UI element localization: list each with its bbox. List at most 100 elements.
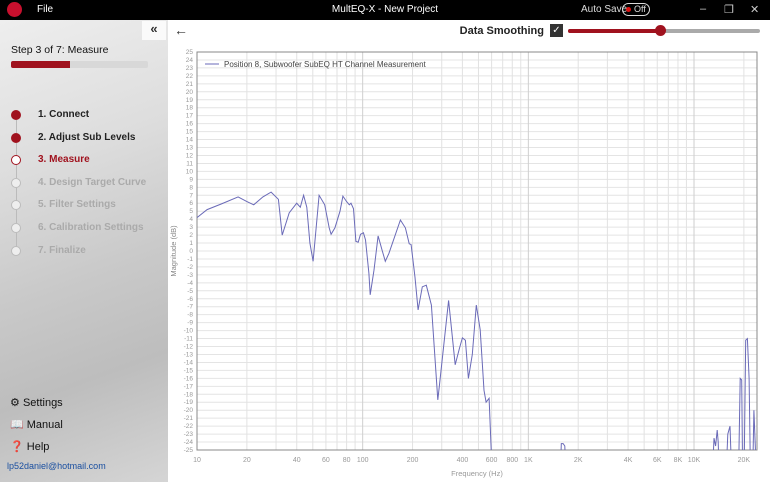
step-item[interactable]: 4. Design Target Curve: [0, 173, 168, 195]
gear-icon: ⚙: [10, 397, 20, 409]
y-tick-label: -20: [184, 407, 194, 414]
x-tick-label: 60: [322, 457, 330, 464]
help-link[interactable]: ❓ Help: [10, 440, 49, 453]
close-button[interactable]: ✕: [750, 4, 760, 16]
data-smoothing-checkbox[interactable]: ✓: [550, 24, 563, 37]
y-tick-label: -13: [184, 351, 194, 358]
y-tick-label: 21: [186, 81, 194, 88]
help-label: Help: [26, 441, 50, 453]
x-tick-label: 10K: [688, 457, 701, 464]
x-tick-label: 20: [243, 457, 251, 464]
auto-save-label: Auto Save: [581, 4, 628, 15]
minimize-button[interactable]: –: [700, 3, 707, 15]
x-tick-label: 2K: [574, 457, 583, 464]
y-tick-label: -15: [184, 367, 194, 374]
y-tick-label: -22: [184, 423, 194, 430]
slider-fill: [568, 29, 661, 33]
plot-frame: [196, 51, 758, 451]
y-tick-label: -3: [187, 272, 193, 279]
slider-knob[interactable]: [655, 25, 667, 36]
x-tick-label: 10: [193, 457, 201, 464]
step-item[interactable]: 3. Measure: [0, 150, 168, 172]
y-tick-label: 14: [186, 137, 194, 144]
y-tick-label: 25: [186, 49, 194, 56]
x-tick-label: 1K: [524, 457, 533, 464]
back-arrow-icon[interactable]: ←: [174, 22, 188, 38]
step-indicator-icon: [11, 132, 21, 143]
y-tick-label: 20: [186, 89, 194, 96]
y-tick-label: -23: [184, 431, 194, 438]
y-tick-label: -24: [184, 439, 194, 446]
legend-entry: Position 8, Subwoofer SubEQ HT Channel M…: [224, 60, 427, 69]
y-tick-label: -14: [184, 359, 194, 366]
step-item[interactable]: 6. Calibration Settings: [0, 218, 168, 240]
step-label: 1. Connect: [38, 109, 90, 120]
y-tick-label: 9: [189, 176, 193, 183]
step-label: 4. Design Target Curve: [38, 176, 147, 188]
y-tick-label: 3: [189, 224, 193, 231]
x-tick-label: 600: [486, 457, 498, 464]
y-tick-label: -18: [184, 391, 194, 398]
x-tick-label: 200: [407, 457, 419, 464]
y-tick-label: 22: [186, 73, 194, 80]
x-tick-label: 6K: [653, 457, 662, 464]
step-item[interactable]: 1. Connect: [0, 105, 168, 127]
account-email[interactable]: lp52daniel@hotmail.com: [7, 461, 106, 471]
step-label: Step 3 of 7: Measure: [11, 44, 109, 56]
menu-file[interactable]: File: [37, 4, 54, 15]
y-tick-label: -6: [187, 296, 193, 303]
y-tick-label: -11: [184, 336, 193, 343]
y-tick-label: -12: [184, 344, 194, 351]
toolbar: ← Data Smoothing ✓: [170, 20, 770, 44]
y-tick-label: 13: [186, 145, 194, 152]
y-tick-label: -2: [187, 264, 193, 271]
step-indicator-icon: [11, 245, 21, 256]
step-label: 6. Calibration Settings: [38, 222, 144, 233]
x-tick-label: 800: [506, 457, 518, 464]
step-indicator-icon: [11, 200, 21, 211]
restore-button[interactable]: ❐: [724, 4, 734, 16]
y-tick-label: 5: [189, 208, 193, 215]
y-tick-label: 10: [186, 168, 194, 175]
y-tick-label: 23: [186, 65, 194, 72]
x-tick-label: 8K: [674, 457, 683, 464]
y-tick-label: -25: [184, 447, 194, 454]
step-item[interactable]: 5. Filter Settings: [0, 195, 168, 217]
y-tick-label: -16: [184, 375, 194, 382]
auto-save-toggle[interactable]: Off: [622, 3, 650, 16]
x-tick-label: 20K: [738, 457, 751, 464]
step-connector: [15, 210, 17, 224]
collapse-sidebar-button[interactable]: «: [142, 21, 166, 40]
step-connector: [15, 233, 17, 246]
x-tick-label: 80: [343, 457, 351, 464]
y-tick-label: 7: [189, 192, 193, 199]
settings-link[interactable]: ⚙ Settings: [10, 396, 63, 409]
y-tick-label: -5: [187, 288, 193, 295]
x-tick-label: 4K: [624, 457, 633, 464]
y-tick-label: -7: [187, 304, 193, 311]
manual-link[interactable]: 📖 Manual: [10, 418, 63, 431]
sidebar: « Step 3 of 7: Measure 1. Connect 2. Adju…: [0, 20, 168, 482]
manual-label: Manual: [26, 419, 63, 431]
step-progress-bar: [11, 61, 148, 68]
step-item[interactable]: 2. Adjust Sub Levels: [0, 128, 168, 150]
y-tick-label: -9: [187, 320, 193, 327]
title-bar: File MultEQ-X - New Project Auto Save Of…: [0, 0, 770, 20]
data-smoothing-label: Data Smoothing: [459, 25, 544, 37]
x-tick-label: 40: [293, 457, 301, 464]
step-connector: [15, 165, 17, 179]
smoothing-slider[interactable]: [568, 25, 760, 36]
y-tick-label: 19: [186, 97, 194, 104]
step-indicator-icon: [11, 110, 21, 120]
frequency-response-chart: -25-24-23-22-21-20-19-18-17-16-15-14-13-…: [169, 49, 758, 478]
y-tick-label: -10: [184, 328, 194, 335]
y-tick-label: 15: [186, 129, 194, 136]
y-tick-label: 0: [189, 248, 193, 255]
y-tick-label: -4: [187, 280, 193, 287]
step-item[interactable]: 7. Finalize: [0, 241, 168, 263]
settings-label: Settings: [22, 397, 63, 409]
y-tick-label: 8: [189, 184, 193, 191]
y-tick-label: 18: [186, 105, 194, 112]
step-label: 5. Filter Settings: [38, 199, 116, 211]
y-tick-label: -1: [187, 256, 193, 263]
